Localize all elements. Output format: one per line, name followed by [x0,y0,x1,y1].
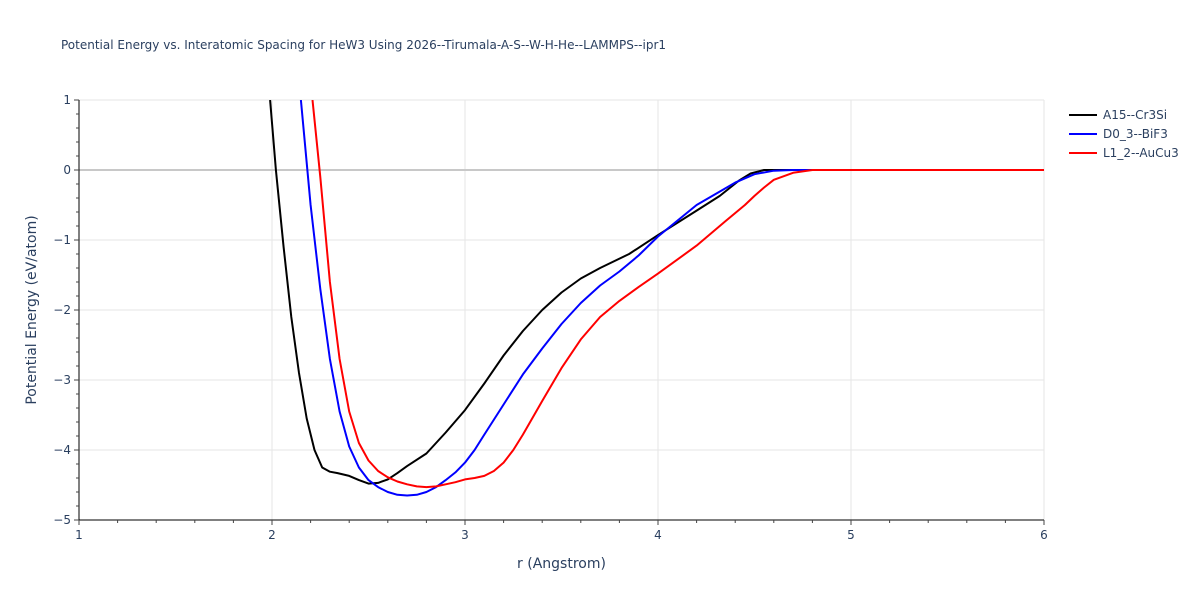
x-tick-label: 4 [654,528,662,542]
x-tick-label: 2 [268,528,276,542]
y-tick-label: −1 [53,233,71,247]
legend-label: D0_3--BiF3 [1103,127,1168,141]
x-tick-label: 1 [75,528,83,542]
y-tick-label: −2 [53,303,71,317]
y-tick-label: 0 [63,163,71,177]
series-line-L1_2--AuCu3 [311,100,1044,489]
y-tick-label: 1 [63,93,71,107]
series-lines [269,100,1044,497]
legend-item[interactable]: L1_2--AuCu3 [1069,146,1179,160]
legend-item[interactable]: A15--Cr3Si [1069,108,1167,122]
legend-label: L1_2--AuCu3 [1103,146,1179,160]
legend-item[interactable]: D0_3--BiF3 [1069,127,1168,141]
grid-lines [79,99,1045,520]
chart-title: Potential Energy vs. Interatomic Spacing… [61,38,667,52]
legend[interactable]: A15--Cr3Si D0_3--BiF3 L1_2--AuCu3 [1069,108,1179,160]
legend-label: A15--Cr3Si [1103,108,1167,122]
y-tick-label: −3 [53,373,71,387]
x-tick-label: 5 [847,528,855,542]
axes [74,99,1045,525]
series-line-A15--Cr3Si [269,100,1044,485]
x-tick-label: 3 [461,528,469,542]
y-tick-label: −5 [53,513,71,527]
y-tick-label: −4 [53,443,71,457]
x-axis-title: r (Angstrom) [517,556,606,572]
y-axis-title: Potential Energy (eV/atom) [24,215,40,404]
x-tick-label: 6 [1040,528,1048,542]
series-line-D0_3--BiF3 [299,100,1044,497]
tick-labels: 1 2 3 4 5 6 1 0 −1 −2 −3 −4 −5 [53,93,1048,542]
